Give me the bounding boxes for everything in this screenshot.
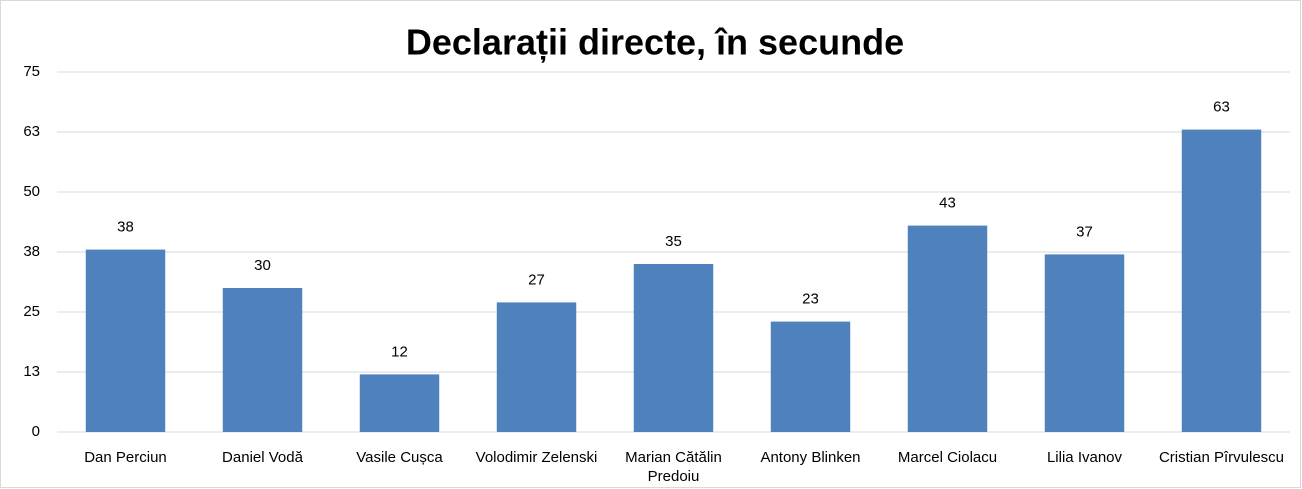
- data-label: 30: [254, 257, 271, 274]
- data-label: 27: [528, 271, 545, 288]
- x-tick-label: Dan Perciun: [84, 449, 167, 466]
- data-label: 12: [391, 343, 408, 360]
- x-tick-label: Cristian Pîrvulescu: [1158, 449, 1285, 466]
- x-tick-label: Marian Cătălin Predoiu: [625, 449, 722, 485]
- bar: [633, 264, 714, 432]
- bar: [85, 249, 166, 432]
- x-tick-label: Daniel Vodă: [222, 449, 303, 466]
- y-tick-label: 63: [23, 123, 40, 140]
- x-tick-label: Marcel Ciolacu: [897, 449, 998, 466]
- chart-title: Declarații directe, în secunde: [406, 22, 904, 64]
- bar: [359, 374, 440, 432]
- data-label: 63: [1213, 99, 1230, 116]
- bar: [222, 288, 303, 432]
- y-tick-label: 50: [23, 183, 40, 200]
- bar: [496, 302, 577, 432]
- bar: [1181, 129, 1262, 432]
- x-tick-label: Vasile Cușca: [356, 449, 443, 466]
- data-label: 35: [665, 233, 682, 250]
- y-tick-label: 13: [23, 363, 40, 380]
- data-label: 23: [802, 291, 819, 308]
- y-tick-label: 38: [23, 243, 40, 260]
- data-label: 37: [1076, 223, 1093, 240]
- x-tick-label: Antony Blinken: [760, 449, 861, 466]
- x-tick-label: Lilia Ivanov: [1046, 449, 1123, 466]
- data-label: 43: [939, 195, 956, 212]
- data-label: 38: [117, 219, 134, 236]
- y-tick-label: 25: [23, 303, 40, 320]
- x-tick-label: Volodimir Zelenski: [475, 449, 598, 466]
- bar: [1044, 254, 1125, 432]
- y-tick-label: 0: [32, 423, 40, 440]
- bar: [907, 225, 988, 432]
- y-tick-label: 75: [23, 63, 40, 80]
- bar: [770, 321, 851, 432]
